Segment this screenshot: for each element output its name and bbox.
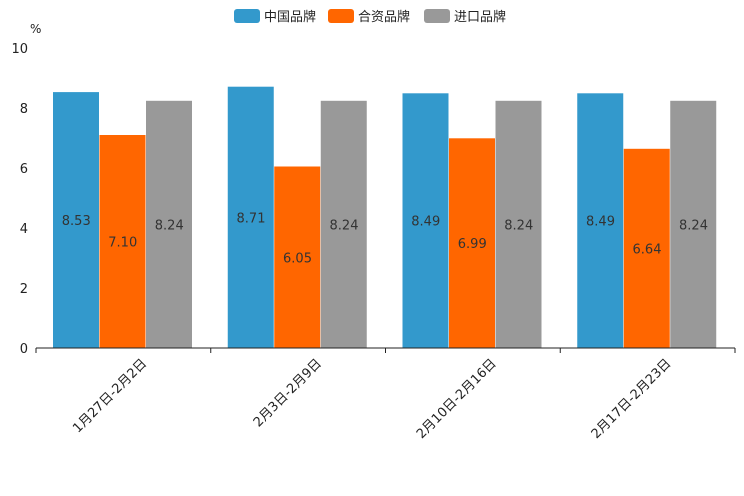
bar-2-1[interactable]: [227, 86, 274, 348]
data-label: 8.24: [330, 218, 359, 233]
y-tick-label: 6: [20, 162, 28, 177]
data-label: 8.53: [62, 214, 91, 229]
y-tick-label: 8: [20, 102, 28, 117]
bar-2-3[interactable]: [320, 100, 367, 348]
bar-4-1[interactable]: [577, 93, 624, 348]
bar-1-3[interactable]: [146, 100, 192, 348]
bar-4-3[interactable]: [670, 100, 717, 348]
bar-4-2[interactable]: [623, 148, 670, 348]
y-tick-label: 2: [20, 282, 28, 297]
bar-2-2[interactable]: [274, 166, 321, 349]
bar-3-3[interactable]: [495, 100, 542, 348]
x-category-label: 1月27日-2月2日: [70, 356, 150, 436]
data-label: 6.99: [458, 237, 487, 252]
data-label: 8.24: [155, 218, 184, 233]
x-category-label: 2月3日-2月9日: [251, 356, 325, 430]
data-label: 8.24: [679, 218, 708, 233]
legend-label-3: 进口品牌: [454, 9, 506, 25]
data-label: 6.05: [283, 251, 312, 266]
data-label: 8.49: [586, 215, 615, 230]
data-label: 8.49: [411, 215, 440, 230]
y-tick-label: 4: [20, 222, 28, 237]
bar-3-2[interactable]: [449, 138, 495, 348]
bars: 8.53 7.10 8.24 8.71 6.05 8.24 8.49 6.99 8.24 8.49…: [53, 86, 717, 349]
data-label: 8.24: [504, 218, 533, 233]
bar-1-1[interactable]: [53, 92, 99, 348]
y-tick-label: 0: [20, 342, 28, 357]
legend: 中国品牌 合资品牌 进口品牌: [234, 9, 506, 25]
legend-label-1: 中国品牌: [264, 9, 316, 25]
data-label: 8.71: [237, 211, 266, 226]
legend-label-2: 合资品牌: [358, 9, 410, 25]
data-label: 7.10: [108, 236, 137, 251]
y-tick-label: 10: [11, 42, 28, 57]
x-category-label: 2月17日-2月23日: [589, 356, 675, 442]
legend-swatch-2[interactable]: [328, 9, 354, 23]
x-category-label: 2月10日-2月16日: [414, 356, 500, 442]
bar-3-1[interactable]: [402, 93, 449, 348]
y-axis-unit-label: %: [30, 22, 41, 36]
data-label: 6.64: [633, 242, 662, 257]
legend-swatch-3[interactable]: [424, 9, 450, 23]
legend-swatch-1[interactable]: [234, 9, 260, 23]
bar-1-2[interactable]: [99, 135, 146, 348]
x-axis: 1月27日-2月2日 2月3日-2月9日 2月10日-2月16日 2月17日-2月23…: [35, 347, 736, 442]
y-axis: 0 2 4 6 8 10: [11, 42, 28, 357]
